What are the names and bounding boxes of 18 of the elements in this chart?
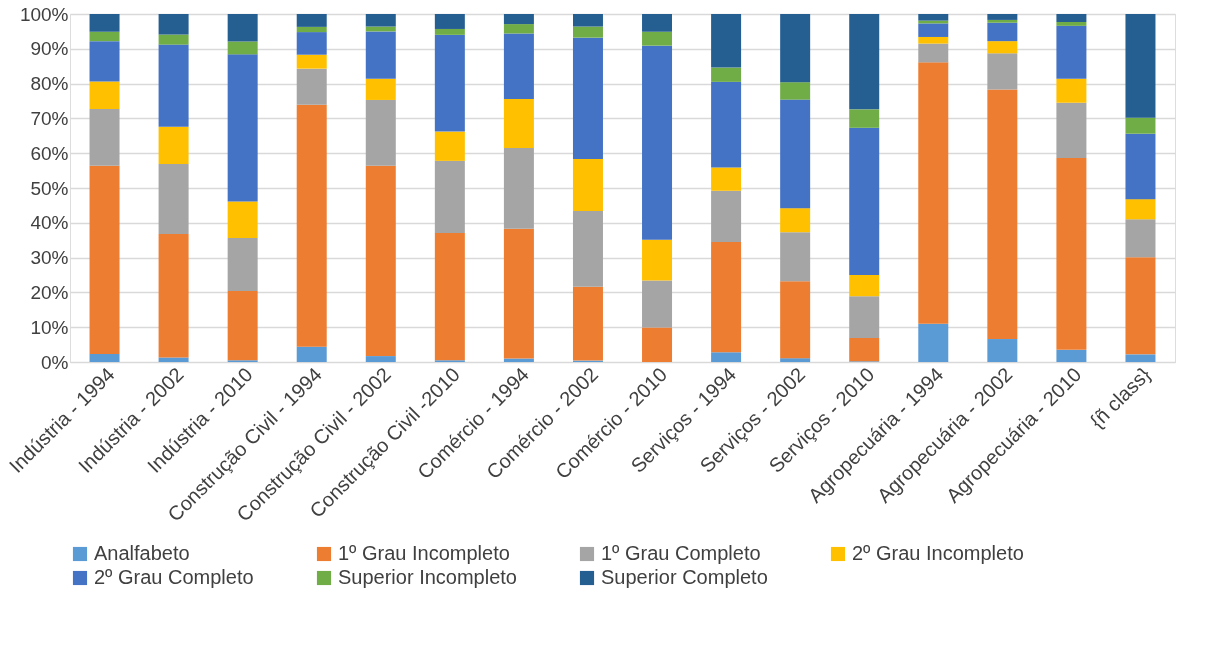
y-tick-label: 100% [19, 3, 69, 25]
legend-label: 1º Grau Incompleto [338, 542, 510, 564]
y-tick-label: 20% [30, 281, 69, 303]
y-tick-label: 60% [30, 142, 69, 164]
legend-label: 2º Grau Completo [94, 566, 254, 588]
y-tick-label: 30% [30, 247, 69, 269]
legend-label: 1º Grau Completo [601, 542, 761, 564]
y-tick-label: 70% [30, 107, 69, 129]
legend-label: Analfabeto [94, 542, 190, 564]
y-tick-label: 80% [30, 73, 69, 95]
legend-label: Superior Completo [601, 566, 768, 588]
legend-label: Superior Incompleto [338, 566, 517, 588]
y-tick-label: 0% [41, 351, 69, 373]
y-tick-label: 10% [30, 316, 69, 338]
y-tick-label: 40% [30, 212, 69, 234]
y-tick-label: 90% [30, 38, 69, 60]
y-tick-label: 50% [30, 177, 69, 199]
legend-label: 2º Grau Incompleto [852, 542, 1024, 564]
